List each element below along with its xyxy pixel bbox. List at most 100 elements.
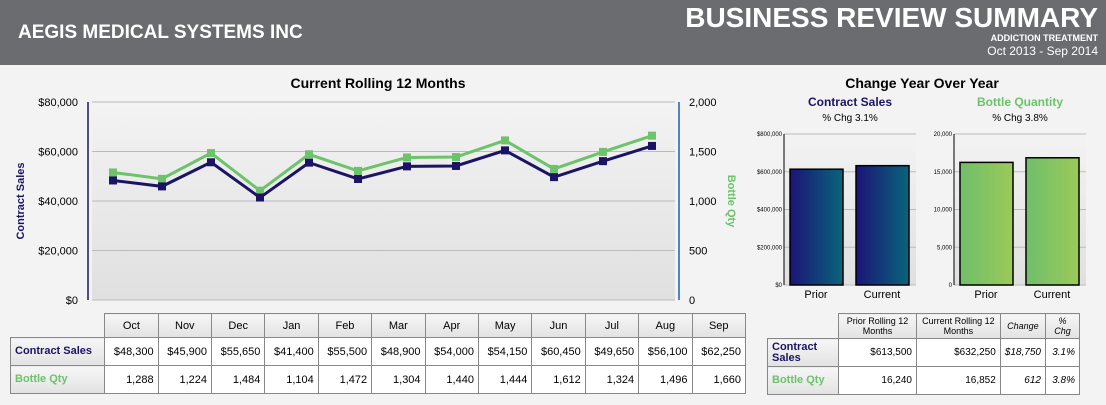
table-cell: 1,612 xyxy=(531,365,586,394)
y-tick-label: $0 xyxy=(66,295,78,307)
row-label: Bottle Qty xyxy=(9,365,106,394)
table-cell: $632,250 xyxy=(915,338,1001,367)
company-name: AEGIS MEDICAL SYSTEMS INC xyxy=(18,22,303,43)
bottle-qty-marker xyxy=(599,147,607,156)
table-cell: $60,450 xyxy=(531,337,586,366)
contract-sales-marker xyxy=(550,173,558,182)
month-header: Aug xyxy=(638,313,693,338)
table-cell: 16,240 xyxy=(837,366,917,395)
contract-sales-y-tick: $600,000 xyxy=(757,170,783,176)
table-cell: 3.1% xyxy=(1044,338,1081,367)
table-cell: $18,750 xyxy=(999,338,1046,367)
yoy-title: Change Year Over Year xyxy=(845,75,999,91)
table-cell: $55,650 xyxy=(210,337,266,366)
contract-sales-marker xyxy=(109,176,117,185)
table-cell: 1,288 xyxy=(104,365,159,394)
month-header: Jun xyxy=(531,313,586,338)
report-subtitle: ADDICTION TREATMENT xyxy=(990,33,1098,43)
table-cell: $54,000 xyxy=(424,337,479,366)
month-header: Dec xyxy=(210,313,266,338)
bottle-qty-marker xyxy=(109,168,117,177)
yoy-table: Prior Rolling 12 Months Current Rolling 1… xyxy=(767,313,1081,395)
table-cell: $48,300 xyxy=(104,337,159,366)
bottle-qty-x-label: Current xyxy=(1034,289,1071,301)
y-tick-label: $20,000 xyxy=(38,246,78,258)
bottle-qty-y-tick: 15,000 xyxy=(934,170,953,176)
bottle-qty-marker xyxy=(452,153,460,162)
bottle-qty-bar-subtitle: % Chg 3.8% xyxy=(992,113,1048,124)
report-title: BUSINESS REVIEW SUMMARY xyxy=(685,2,1098,33)
table-cell: 1,304 xyxy=(371,365,426,394)
month-header: Nov xyxy=(157,313,212,338)
table-cell: $62,250 xyxy=(691,337,746,366)
table-row: Contract Sales $613,500 $632,250 $18,750 3.1… xyxy=(767,338,1081,367)
contract-sales-x-label: Prior xyxy=(804,289,828,301)
table-cell: $613,500 xyxy=(837,338,917,367)
contract-sales-line xyxy=(112,144,653,200)
month-header: Mar xyxy=(371,313,426,338)
table-cell: $45,900 xyxy=(157,337,212,366)
monthly-table: Oct Nov Dec Jan Feb Mar Apr May Jun Jul Aug Sep Cont… xyxy=(9,313,746,394)
y-tick-label: $80,000 xyxy=(38,97,78,109)
contract-sales-marker xyxy=(158,182,166,191)
bottle-qty-marker xyxy=(403,153,411,162)
bottle-qty-marker xyxy=(256,186,264,195)
table-row: Bottle Qty 1,288 1,224 1,484 1,104 1,472 1,304… xyxy=(9,365,746,394)
y-tick-label: $40,000 xyxy=(38,196,78,208)
line-chart-title: Current Rolling 12 Months xyxy=(291,75,466,91)
table-cell: 1,324 xyxy=(584,365,640,394)
row-label: Bottle Qty xyxy=(767,366,839,395)
table-cell: $49,650 xyxy=(584,337,640,366)
table-cell: 1,440 xyxy=(424,365,479,394)
table-cell: $55,500 xyxy=(317,337,373,366)
y-tick-label: $60,000 xyxy=(38,147,78,159)
row-label: Contract Sales xyxy=(767,338,839,367)
table-cell: 1,224 xyxy=(157,365,212,394)
contract-sales-marker xyxy=(207,158,215,167)
month-header: Sep xyxy=(691,313,746,338)
bottle-qty-marker xyxy=(550,164,558,173)
bottle-qty-bar-title: Bottle Quantity xyxy=(977,95,1063,109)
y-axis-label: Contract Sales xyxy=(15,162,27,239)
table-row: Bottle Qty 16,240 16,852 612 3.8% xyxy=(767,366,1081,395)
contract-sales-y-tick: $800,000 xyxy=(757,132,783,138)
bottle-qty-bar xyxy=(1025,157,1080,286)
bottle-qty-y-tick: 20,000 xyxy=(934,132,953,138)
y2-tick-label: 0 xyxy=(689,295,695,307)
month-header: Apr xyxy=(424,313,479,338)
y2-tick-label: 1,500 xyxy=(689,147,717,159)
table-cell: 612 xyxy=(999,366,1046,395)
table-cell: 1,484 xyxy=(210,365,266,394)
bottle-qty-marker xyxy=(158,174,166,183)
contract-sales-bar xyxy=(789,168,844,286)
bottle-qty-marker xyxy=(501,136,509,145)
y2-tick-label: 1,000 xyxy=(689,196,717,208)
table-cell: $56,100 xyxy=(638,337,693,366)
month-header: Jan xyxy=(264,313,319,338)
table-cell: 1,472 xyxy=(317,365,373,394)
bottle-qty-marker xyxy=(648,131,656,140)
bottle-qty-y-tick: 5,000 xyxy=(937,245,953,251)
contract-sales-marker xyxy=(501,146,509,155)
bottle-qty-y-tick: 10,000 xyxy=(934,208,953,214)
bottle-qty-marker xyxy=(354,166,362,175)
table-cell: 1,660 xyxy=(691,365,746,394)
table-cell: 1,104 xyxy=(264,365,319,394)
contract-sales-marker xyxy=(354,174,362,183)
contract-sales-y-tick: $0 xyxy=(775,283,782,289)
contract-sales-marker xyxy=(599,157,607,166)
contract-sales-bar xyxy=(855,164,910,286)
contract-sales-marker xyxy=(452,161,460,170)
bottle-qty-marker xyxy=(207,149,215,158)
table-cell: 3.8% xyxy=(1044,366,1081,395)
bottle-qty-x-label: Prior xyxy=(974,289,998,301)
table-cell: 16,852 xyxy=(915,366,1001,395)
table-cell: $54,150 xyxy=(477,337,533,366)
yoy-header: Prior Rolling 12 Months xyxy=(837,313,917,339)
contract-sales-bar-subtitle: % Chg 3.1% xyxy=(822,113,878,124)
contract-sales-marker xyxy=(305,158,313,167)
bottle-qty-y-tick: 0 xyxy=(949,283,953,289)
y2-tick-label: 2,000 xyxy=(689,97,717,109)
corner-cell xyxy=(11,314,105,338)
